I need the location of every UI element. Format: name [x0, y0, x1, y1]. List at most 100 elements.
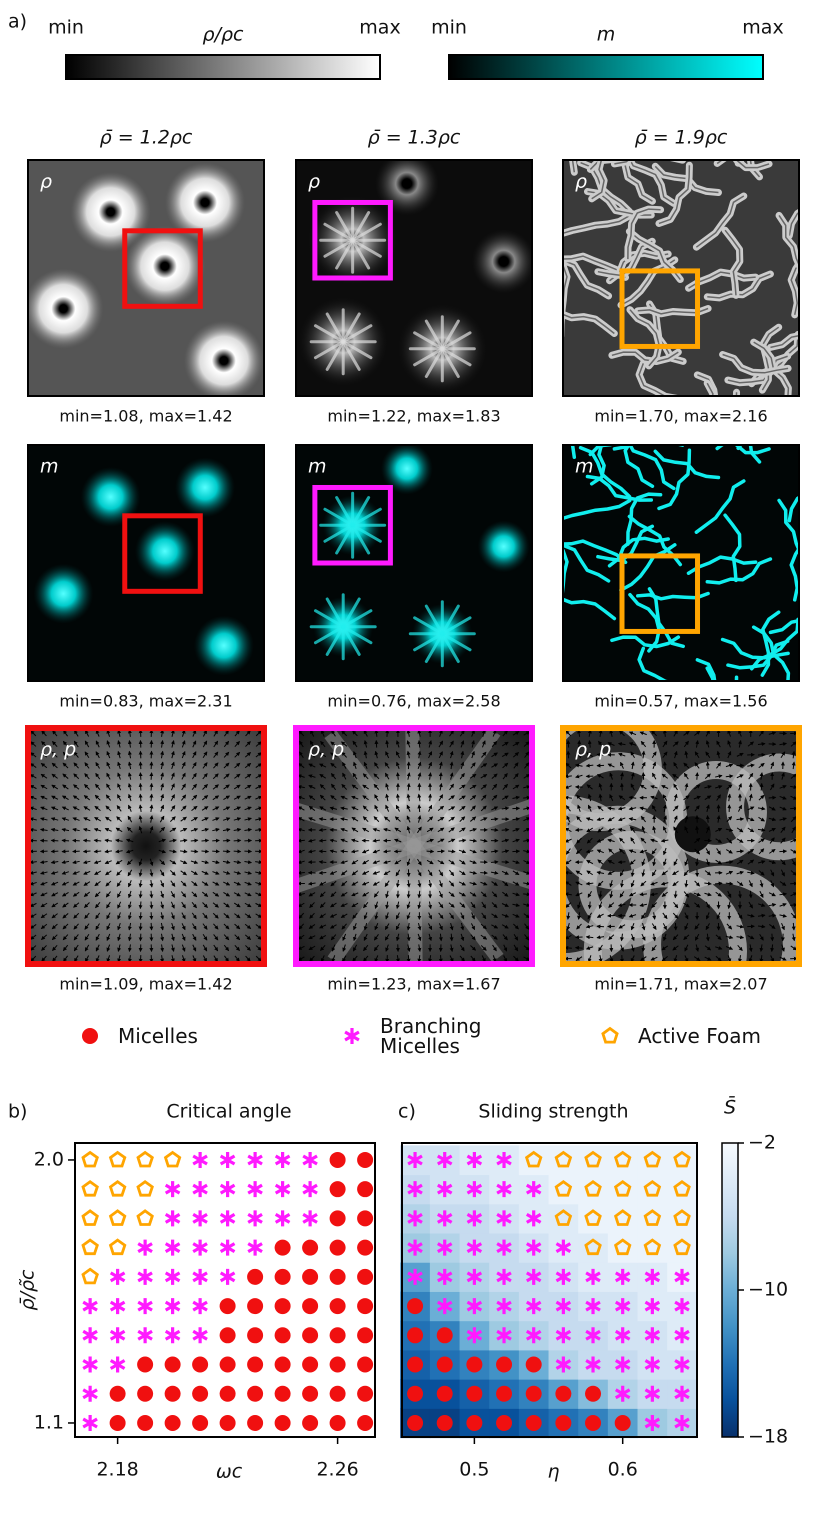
- heatmap-cell: [638, 1175, 668, 1205]
- chart-title: Critical angle: [166, 1101, 291, 1123]
- polarization-arrow: [151, 784, 152, 791]
- phase-marker: [275, 1415, 291, 1431]
- phase-marker: [330, 1181, 346, 1197]
- heatmap-cell: [578, 1145, 608, 1175]
- polarization-arrow: [675, 891, 676, 898]
- phase-marker: [302, 1327, 318, 1343]
- polarization-arrow: [491, 819, 498, 820]
- heatmap-cell: [549, 1175, 579, 1205]
- phase-marker: [275, 1386, 291, 1402]
- polarization-arrow: [502, 830, 509, 831]
- phase-marker: [138, 1269, 152, 1285]
- panel-label: c): [398, 1101, 416, 1123]
- polarization-arrow: [430, 794, 431, 801]
- phase-marker: [193, 1181, 207, 1197]
- polarization-arrow: [491, 862, 498, 863]
- phase-marker: [330, 1386, 346, 1402]
- heatmap-cell: [578, 1233, 608, 1263]
- heatmap-cell: [667, 1145, 697, 1175]
- panel-caption: min=1.22, max=1.83: [327, 407, 500, 426]
- phase-marker: [247, 1415, 263, 1431]
- phase-marker: [247, 1298, 263, 1314]
- phase-marker: [111, 1269, 125, 1285]
- polarization-arrow: [750, 891, 751, 898]
- phase-marker: [437, 1357, 453, 1373]
- colorbar: [449, 55, 763, 79]
- phase-marker: [407, 1357, 423, 1373]
- x-axis-label: η: [547, 1461, 559, 1483]
- polarization-arrow: [84, 851, 91, 852]
- polarization-arrow: [772, 934, 773, 941]
- heatmap-cell: [549, 1145, 579, 1175]
- phase-marker: [555, 1386, 571, 1402]
- phase-marker: [83, 1240, 97, 1254]
- polarization-arrow: [737, 851, 744, 852]
- phase-marker: [302, 1415, 318, 1431]
- phase-marker: [437, 1415, 453, 1431]
- panel-label: ρ, p: [575, 739, 611, 761]
- phase-marker: [221, 1210, 235, 1226]
- blob: [175, 457, 235, 517]
- phase-marker: [526, 1357, 542, 1373]
- phase-marker: [357, 1181, 373, 1197]
- phase-marker: [466, 1357, 482, 1373]
- phase-marker: [192, 1415, 208, 1431]
- heatmap-cell: [608, 1204, 638, 1234]
- blob: [478, 520, 530, 572]
- phase-marker: [193, 1210, 207, 1226]
- panel-caption: min=1.09, max=1.42: [59, 975, 232, 994]
- phase-marker: [248, 1240, 262, 1256]
- heatmap-cell: [667, 1204, 697, 1234]
- phase-marker: [165, 1415, 181, 1431]
- polarization-arrow: [212, 851, 219, 852]
- heatmap-cell: [608, 1175, 638, 1205]
- polarization-arrow: [73, 851, 80, 852]
- polarization-arrow: [568, 751, 569, 758]
- polarization-arrow: [140, 784, 141, 791]
- panel-label: ρ, p: [308, 739, 344, 761]
- polarization-arrow: [665, 762, 666, 769]
- phase-marker: [83, 1386, 97, 1402]
- phase-marker: [83, 1153, 97, 1167]
- heatmap-cell: [578, 1175, 608, 1205]
- phase-marker: [276, 1210, 290, 1226]
- phase-marker: [302, 1357, 318, 1373]
- phase-marker: [138, 1298, 152, 1314]
- phase-marker: [437, 1386, 453, 1402]
- heatmap-cell: [638, 1233, 668, 1263]
- polarization-arrow: [761, 784, 762, 791]
- phase-marker: [247, 1357, 263, 1373]
- phase-marker: [193, 1152, 207, 1168]
- polarization-arrow: [619, 862, 626, 863]
- polarization-arrow: [398, 773, 399, 780]
- phase-marker: [221, 1181, 235, 1197]
- colorbar-tick-label: −18: [748, 1426, 788, 1448]
- polarization-arrow: [151, 912, 152, 919]
- heatmap-cell: [519, 1145, 549, 1175]
- phase-marker: [357, 1327, 373, 1343]
- phase-marker: [247, 1269, 263, 1285]
- phase-marker: [111, 1327, 125, 1343]
- panel-caption: min=0.83, max=2.31: [59, 692, 232, 711]
- phase-marker: [83, 1415, 97, 1431]
- polarization-arrow: [212, 840, 219, 841]
- field-image: [296, 152, 536, 396]
- colorbar: [66, 55, 380, 79]
- phase-marker: [111, 1211, 125, 1225]
- polarization-arrow: [202, 840, 209, 841]
- field-image: [28, 445, 264, 681]
- polarization-arrow: [448, 851, 455, 852]
- polarization-arrow: [769, 797, 776, 798]
- blob: [184, 321, 264, 401]
- phase-marker: [166, 1298, 180, 1314]
- phase-marker: [247, 1327, 263, 1343]
- phase-marker: [221, 1269, 235, 1285]
- phase-marker: [111, 1357, 125, 1373]
- panel-label: m: [575, 456, 594, 478]
- colorbar-min: min: [431, 17, 467, 39]
- heatmap-cell: [578, 1204, 608, 1234]
- colorbar-label: S̄: [724, 1094, 736, 1118]
- polarization-arrow: [151, 902, 152, 909]
- panel-label: b): [8, 1101, 27, 1123]
